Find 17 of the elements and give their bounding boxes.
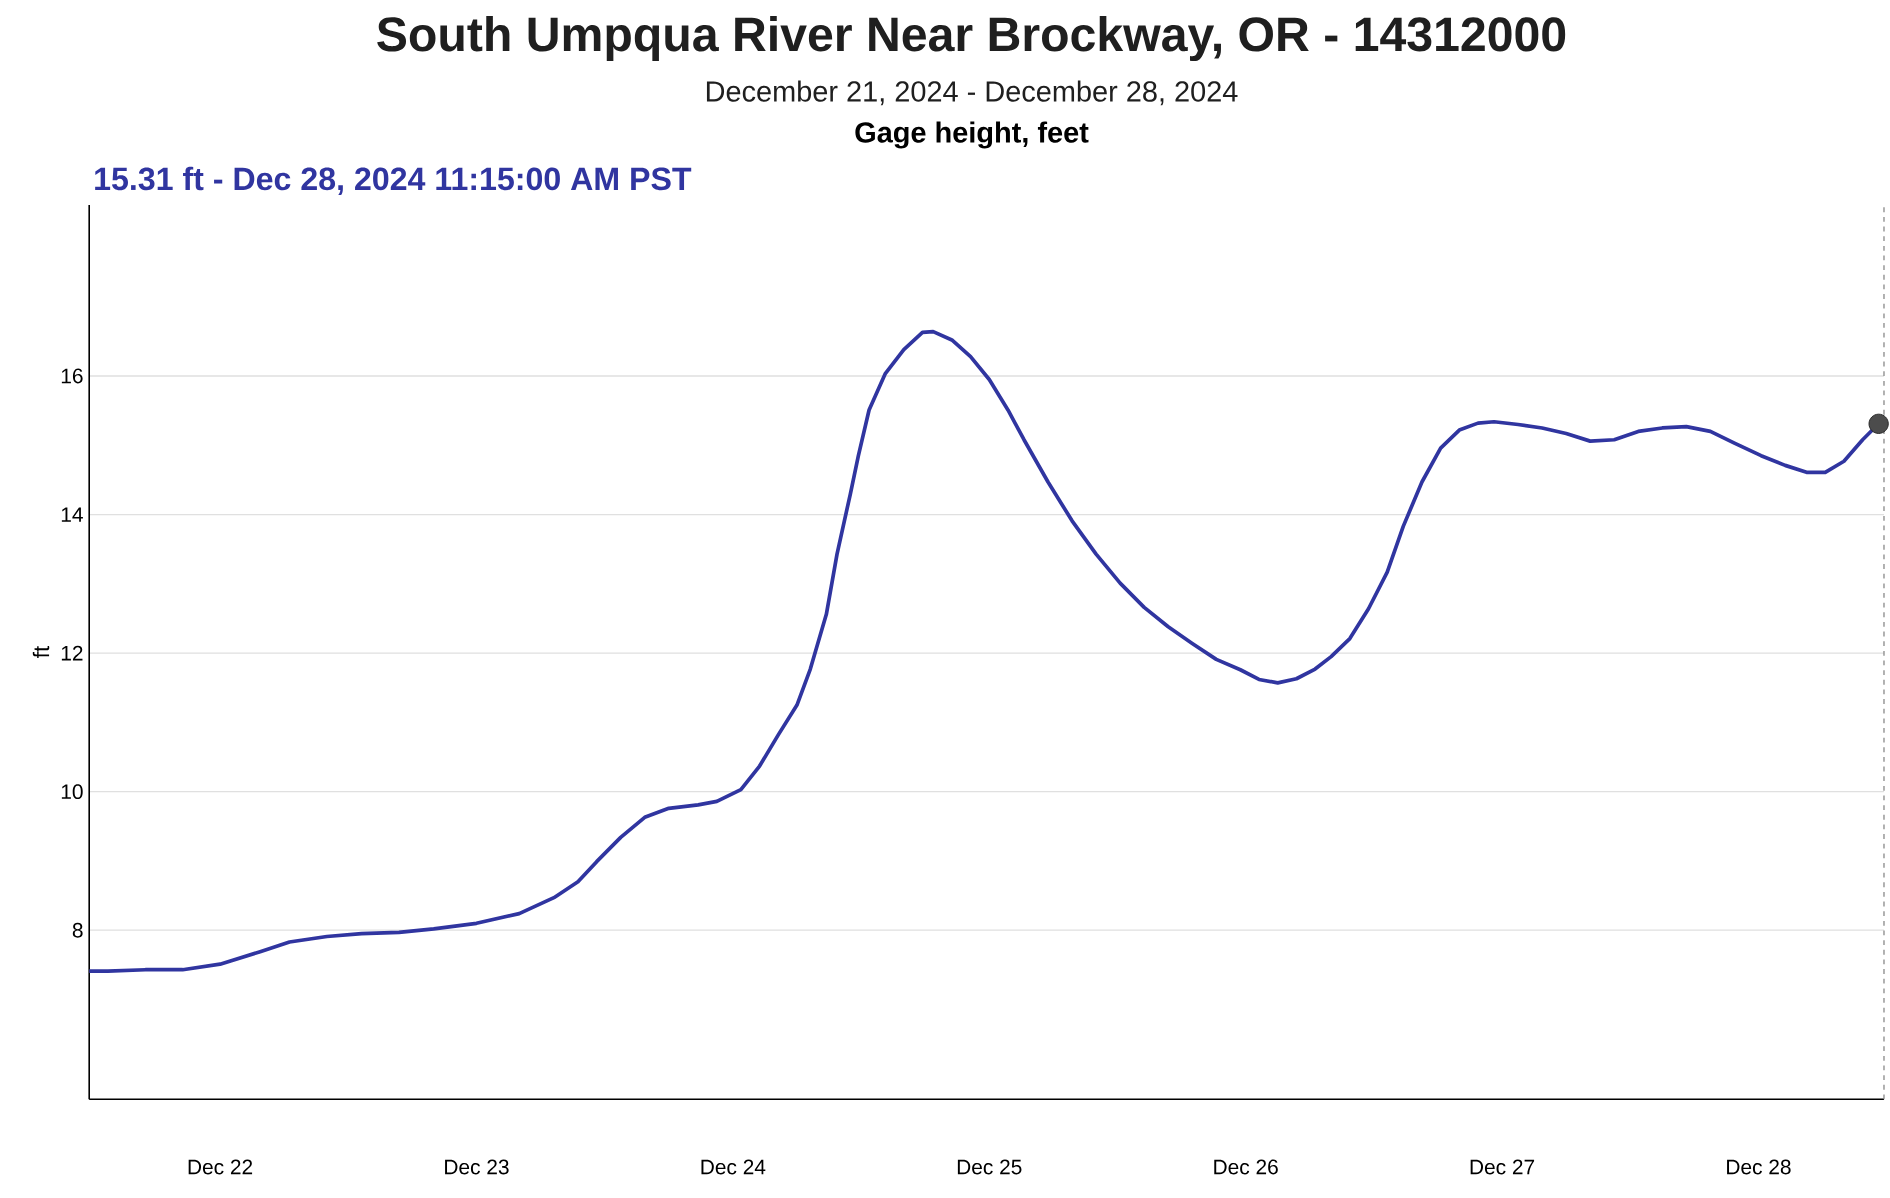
x-tick-label: Dec 23 bbox=[445, 1159, 509, 1175]
x-tick-label: Dec 28 bbox=[1727, 1159, 1791, 1175]
chart-title: South Umpqua River Near Brockway, OR - 14312000 bbox=[377, 16, 1566, 61]
x-tick-label: Dec 26 bbox=[1214, 1159, 1278, 1175]
y-axis-title: ft bbox=[32, 645, 50, 658]
x-tick-label: Dec 22 bbox=[188, 1159, 253, 1175]
y-tick-label: 14 bbox=[61, 507, 83, 522]
y-tick-label: 12 bbox=[61, 645, 83, 661]
chart-subtitle: December 21, 2024 - December 28, 2024 bbox=[706, 80, 1238, 106]
text: Gage height, feet bbox=[855, 121, 1089, 149]
x-tick-label: Dec 24 bbox=[701, 1159, 766, 1175]
text: 15.31 ft - Dec 28, 2024 11:15:00 AM PST bbox=[95, 166, 692, 195]
x-tick-label: Dec 27 bbox=[1470, 1159, 1535, 1175]
y-tick-label: 16 bbox=[61, 368, 83, 384]
x-tick-label: Dec 25 bbox=[957, 1159, 1022, 1175]
y-tick-label: 8 bbox=[72, 922, 83, 938]
y-tick-label: 10 bbox=[61, 784, 83, 800]
